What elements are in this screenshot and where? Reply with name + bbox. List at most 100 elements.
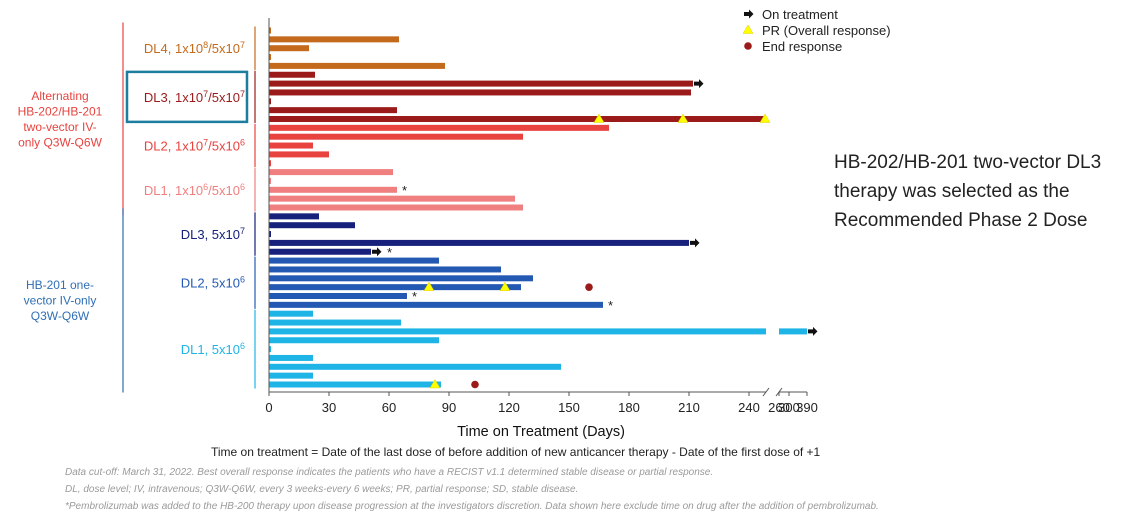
patient-bar bbox=[269, 151, 329, 158]
dose-level-label: DL4, 1x108/5x107 bbox=[144, 40, 245, 56]
on-treatment-arrow bbox=[372, 247, 382, 257]
pr-triangle bbox=[499, 281, 511, 291]
footnote-data-cutoff: Data cut-off: March 31, 2022. Best overa… bbox=[65, 467, 714, 478]
x-tick-label: 390 bbox=[796, 400, 818, 415]
patient-bar bbox=[269, 124, 609, 131]
patient-bar bbox=[269, 363, 561, 370]
patient-bar bbox=[269, 275, 533, 282]
recommended-dose-highlight bbox=[125, 70, 249, 124]
dose-level-label: DL2, 1x107/5x106 bbox=[144, 138, 245, 154]
patient-bar bbox=[269, 177, 271, 184]
patient-bar bbox=[269, 293, 407, 299]
end-response-dot bbox=[585, 283, 593, 291]
pr-triangle bbox=[759, 113, 771, 123]
footnotes: Data cut-off: March 31, 2022. Best overa… bbox=[65, 464, 1125, 515]
patient-bar bbox=[269, 89, 691, 96]
patient-bar bbox=[269, 222, 355, 229]
arm-label-line: vector IV-only bbox=[24, 293, 97, 307]
patient-bar-extension bbox=[779, 328, 807, 335]
dose-level-label: DL3, 5x107 bbox=[181, 226, 245, 242]
patient-bar bbox=[269, 54, 271, 61]
x-tick-label: 60 bbox=[382, 400, 396, 415]
patient-bar bbox=[269, 160, 271, 167]
patient-bars bbox=[269, 27, 807, 388]
patient-bar bbox=[269, 186, 397, 193]
x-tick-label: 240 bbox=[738, 400, 760, 415]
on-treatment-arrow bbox=[690, 238, 700, 248]
arm-label-line: HB-202/HB-201 bbox=[18, 104, 103, 118]
patient-bar bbox=[269, 107, 397, 114]
legend-label: On treatment bbox=[762, 7, 838, 22]
dose-level-label: DL3, 1x107/5x107 bbox=[144, 89, 245, 105]
patient-bar bbox=[269, 337, 439, 344]
patient-bar bbox=[269, 36, 399, 43]
patient-bar bbox=[269, 27, 271, 34]
pr-triangle bbox=[593, 113, 605, 123]
x-tick-label: 210 bbox=[678, 400, 700, 415]
patient-bar bbox=[269, 231, 271, 238]
patient-bar bbox=[269, 204, 523, 211]
patient-bar bbox=[269, 133, 523, 140]
legend-label: PR (Overall response) bbox=[762, 23, 891, 38]
patient-bar bbox=[269, 80, 693, 87]
pr-triangle bbox=[429, 379, 441, 389]
on-treatment-arrow bbox=[808, 326, 818, 336]
response-markers: * * * * bbox=[372, 79, 818, 389]
patient-bar bbox=[269, 354, 313, 361]
patient-bar bbox=[269, 346, 271, 353]
end-response-dot bbox=[471, 380, 479, 389]
patient-bar bbox=[269, 116, 766, 122]
x-tick-label: 0 bbox=[265, 400, 272, 415]
pembrolizumab-asterisk: * bbox=[412, 289, 417, 304]
patient-bar bbox=[269, 98, 271, 105]
pembrolizumab-asterisk: * bbox=[608, 298, 613, 313]
patient-bar bbox=[269, 45, 309, 52]
x-tick-label: 300 bbox=[778, 400, 800, 415]
legend-pr-icon bbox=[742, 24, 754, 34]
dose-level-label: DL1, 1x106/5x106 bbox=[144, 182, 245, 198]
time-on-treatment-definition: Time on treatment = Date of the last dos… bbox=[211, 445, 821, 459]
x-tick-label: 120 bbox=[498, 400, 520, 415]
legend-label: End response bbox=[762, 39, 842, 54]
patient-bar bbox=[269, 62, 445, 69]
x-tick-label: 260 bbox=[768, 400, 790, 415]
patient-bar bbox=[269, 301, 603, 308]
legend-on-treatment-icon bbox=[744, 9, 754, 19]
x-tick-label: 150 bbox=[558, 400, 580, 415]
patient-bar bbox=[269, 266, 501, 273]
x-tick-label: 30 bbox=[322, 400, 336, 415]
rp2d-callout: HB-202/HB-201 two-vector DL3 therapy was… bbox=[834, 152, 1102, 231]
pr-triangle bbox=[423, 281, 435, 291]
x-axis-label: Time on Treatment (Days) bbox=[457, 424, 625, 440]
patient-bar bbox=[269, 195, 515, 202]
pembrolizumab-asterisk: * bbox=[387, 245, 392, 260]
axis-break-mark bbox=[762, 387, 770, 397]
patient-bar bbox=[269, 213, 319, 220]
dose-level-label: DL2, 5x106 bbox=[181, 275, 245, 291]
x-tick-label: 180 bbox=[618, 400, 640, 415]
pr-triangle bbox=[677, 113, 689, 123]
patient-bar bbox=[269, 319, 401, 326]
x-tick-label: 90 bbox=[442, 400, 456, 415]
pembrolizumab-asterisk: * bbox=[402, 183, 407, 198]
patient-bar bbox=[269, 328, 766, 335]
patient-bar bbox=[269, 71, 315, 78]
arm-label-line: HB-201 one- bbox=[26, 278, 94, 292]
dose-level-labels: DL4, 1x108/5x107 DL3, 1x107/5x107 DL2, 1x1… bbox=[125, 26, 256, 389]
legend-end-response-icon bbox=[744, 42, 752, 50]
dose-level-label: DL1, 5x106 bbox=[181, 341, 245, 357]
patient-bar bbox=[269, 372, 313, 379]
arm-label-line: two-vector IV- bbox=[23, 120, 96, 134]
patient-bar bbox=[269, 381, 441, 388]
footnote-pembrolizumab: *Pembrolizumab was added to the HB-200 t… bbox=[65, 501, 879, 512]
patient-bar bbox=[269, 310, 313, 317]
on-treatment-arrow bbox=[694, 79, 704, 89]
arm-label-line: only Q3W-Q6W bbox=[18, 135, 102, 149]
patient-bar bbox=[269, 239, 689, 246]
patient-bar bbox=[269, 169, 393, 176]
patient-bar bbox=[269, 284, 521, 291]
patient-bar bbox=[269, 248, 371, 255]
